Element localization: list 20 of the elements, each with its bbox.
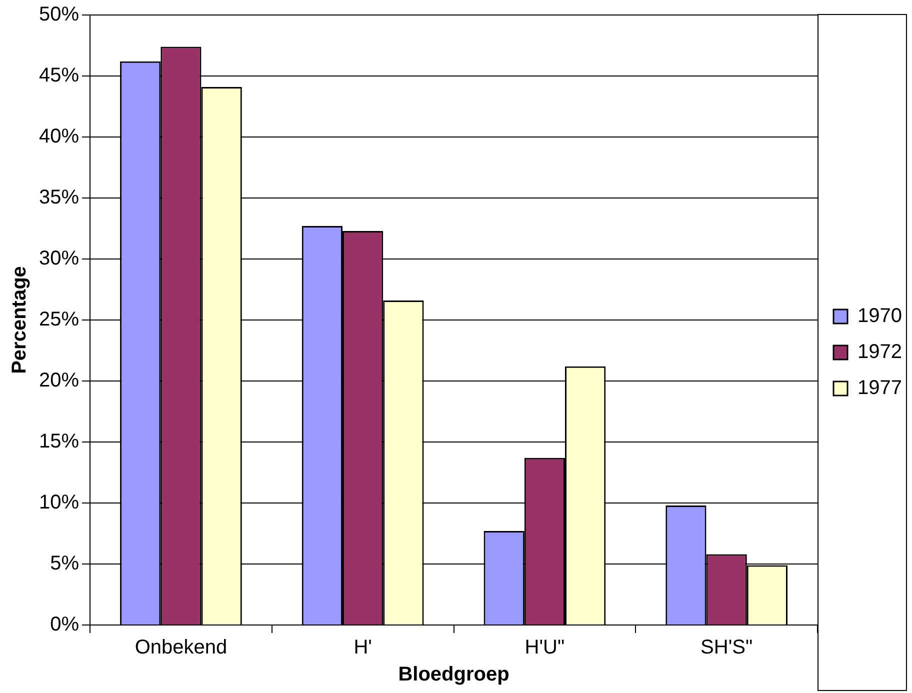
- y-tick-label: 25%: [39, 308, 80, 331]
- x-tick-label: Onbekend: [134, 636, 228, 659]
- y-tick-label: 45%: [39, 64, 80, 87]
- y-tick-label: 30%: [39, 248, 80, 270]
- y-tick-label: 5%: [50, 552, 80, 575]
- y-tick-label: 10%: [39, 492, 80, 514]
- legend-label: 1970: [858, 305, 902, 328]
- x-tick-label: H'U": [524, 636, 565, 659]
- y-tick-label: 40%: [39, 126, 80, 148]
- x-tick-label: SH'S": [700, 636, 753, 659]
- y-tick-label: 35%: [39, 186, 80, 209]
- y-tick-label: 20%: [39, 370, 80, 392]
- x-axis-title: Bloedgroep: [398, 664, 510, 686]
- legend-label: 1977: [858, 377, 902, 400]
- y-tick-label: 0%: [50, 614, 80, 636]
- x-tick-label: H': [354, 636, 372, 659]
- y-axis-title: Percentage: [8, 266, 31, 374]
- y-tick-label: 50%: [39, 4, 80, 26]
- y-tick-label: 15%: [39, 430, 80, 453]
- legend-label: 1972: [858, 341, 902, 364]
